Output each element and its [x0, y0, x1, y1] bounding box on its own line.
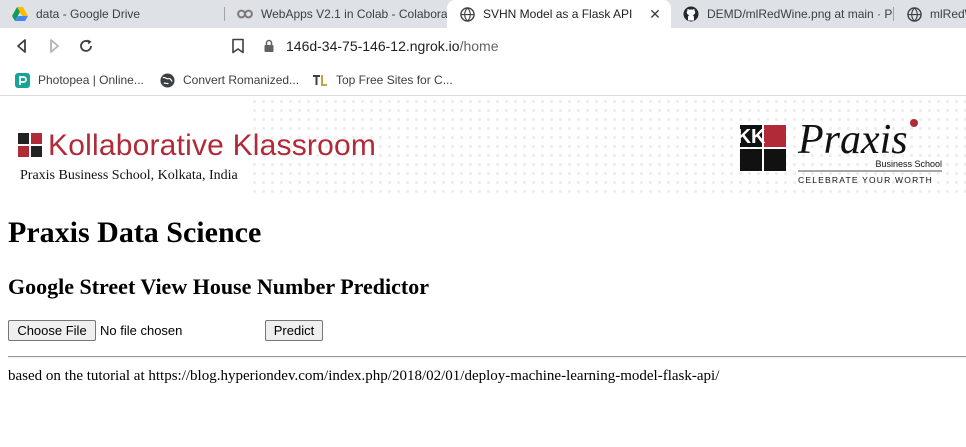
tab-strip: data - Google Drive WebApps V2.1 in Cola… [0, 0, 966, 28]
tutorial-credit: based on the tutorial at https://blog.hy… [8, 368, 720, 384]
choose-file-button[interactable]: Choose File [8, 320, 96, 341]
tl-icon [312, 72, 328, 88]
bookmark-icon [232, 38, 244, 54]
banner-subtitle: Praxis Business School, Kolkata, India [20, 168, 238, 183]
tab-github[interactable]: DEMD/mlRedWine.png at main · P [671, 0, 893, 28]
reload-button[interactable] [74, 34, 98, 58]
site-banner: Kollaborative Klassroom Praxis Business … [0, 97, 966, 193]
page-viewport: Kollaborative Klassroom Praxis Business … [0, 97, 966, 447]
banner-title: Kollaborative Klassroom [48, 129, 377, 162]
colab-icon [237, 6, 253, 22]
svg-text:KK: KK [738, 126, 766, 148]
tab-colab[interactable]: WebApps V2.1 in Colab - Colaborat [225, 0, 447, 28]
back-arrow-icon [17, 39, 26, 53]
tab-label: data - Google Drive [36, 7, 141, 21]
url-host: 146d-34-75-146-12.ngrok.io [286, 38, 460, 54]
kollaborative-logo-mark [18, 133, 42, 157]
banner-dot-pattern [250, 97, 966, 193]
tab-separator [893, 7, 894, 21]
tab-separator [224, 7, 225, 21]
reload-icon [80, 39, 92, 52]
horizontal-rule [8, 356, 966, 358]
bookmark-label: Top Free Sites for C... [336, 73, 453, 87]
page-title: Praxis Data Science [8, 216, 262, 249]
tab-label: WebApps V2.1 in Colab - Colaborat [261, 7, 447, 21]
bookmarks-bar: Photopea | Online... Convert Romanized..… [0, 64, 966, 96]
lock-icon [264, 39, 274, 52]
bookmark-top-free-sites[interactable]: Top Free Sites for C... [312, 70, 453, 90]
globe-icon [459, 6, 475, 22]
globe-icon [906, 6, 922, 22]
bookmark-photopea[interactable]: Photopea | Online... [14, 70, 144, 90]
tab-mlredwine[interactable]: mlRedW [894, 0, 966, 28]
close-tab-icon[interactable]: ✕ [649, 6, 661, 22]
tab-svhn-flask[interactable]: SVHN Model as a Flask API ✕ [447, 0, 671, 28]
svg-text:Business School: Business School [875, 159, 942, 169]
tab-google-drive[interactable]: data - Google Drive [0, 0, 224, 28]
forward-arrow-icon [50, 39, 59, 53]
url-path: /home [459, 38, 499, 54]
github-icon [683, 6, 699, 22]
tab-label: mlRedW [930, 7, 966, 21]
praxis-logo: KK Praxis Business School CELEBRATE YOUR… [738, 117, 942, 185]
page-subtitle: Google Street View House Number Predicto… [8, 274, 429, 299]
tab-label: SVHN Model as a Flask API [483, 7, 633, 21]
svg-text:CELEBRATE YOUR WORTH: CELEBRATE YOUR WORTH [798, 175, 933, 185]
forward-button[interactable] [42, 34, 66, 58]
photopea-icon [14, 72, 30, 88]
back-button[interactable] [10, 34, 34, 58]
tab-label: DEMD/mlRedWine.png at main · P [707, 7, 893, 21]
kk-logo-icon: KK [738, 125, 786, 171]
bookmark-label: Convert Romanized... [183, 73, 300, 87]
bookmark-label: Photopea | Online... [38, 73, 144, 87]
bookmark-convert-romanized[interactable]: Convert Romanized... [159, 70, 299, 90]
bookmark-star-button[interactable] [226, 34, 250, 58]
predict-button[interactable]: Predict [265, 320, 323, 341]
address-bar[interactable]: 146d-34-75-146-12.ngrok.io/home [256, 33, 966, 59]
globe-icon [159, 72, 175, 88]
google-drive-icon [12, 6, 28, 22]
file-status-text: No file chosen [100, 323, 183, 338]
browser-toolbar: 146d-34-75-146-12.ngrok.io/home [0, 28, 966, 64]
svg-text:Praxis: Praxis [797, 117, 908, 163]
